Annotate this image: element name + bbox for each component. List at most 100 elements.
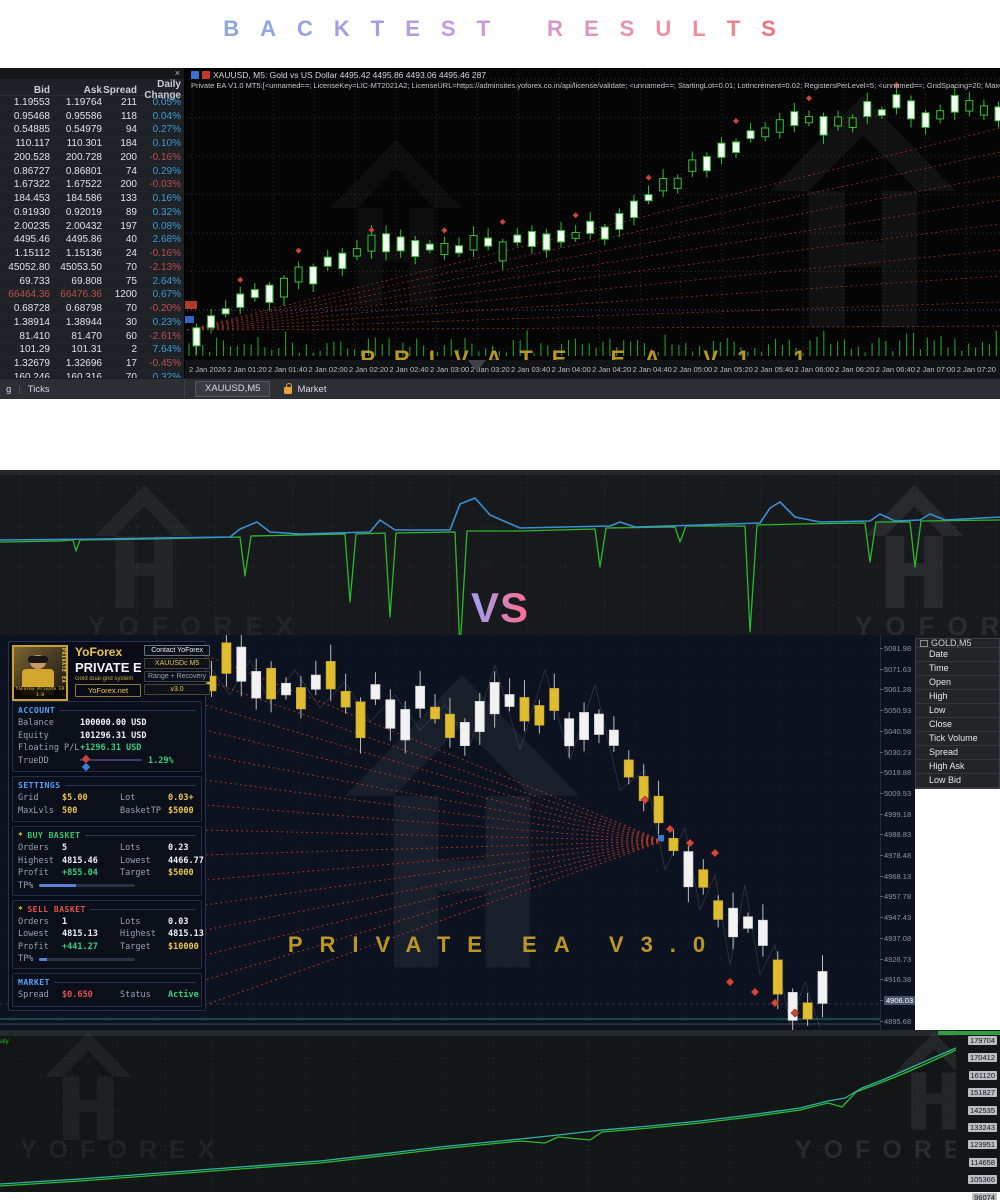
time-tick-label: 2 Jan 2026 bbox=[189, 364, 227, 374]
cell: 0.29% bbox=[152, 165, 181, 177]
balance-equity-chart-v3[interactable]: YOFOREX YOFOREX Equity bbox=[0, 1030, 989, 1198]
section-buy-basket: * BUY BASKET Orders 5 Lots 0.23 Highest 4815.4… bbox=[12, 826, 204, 896]
time-tick-label: 2 Jan 03:00 bbox=[430, 364, 470, 374]
data-window-row[interactable]: Close bbox=[916, 718, 999, 732]
scrollbar-progress[interactable] bbox=[938, 1031, 1000, 1035]
market-watch-row[interactable]: 45052.80 45053.50 70 -2.13% bbox=[0, 261, 184, 275]
data-window-row[interactable]: Low bbox=[916, 704, 999, 718]
ea-icon[interactable] bbox=[202, 71, 210, 79]
chart-symbol-quote: XAUUSD, M5: Gold vs US Dollar 4495.42 44… bbox=[213, 70, 487, 80]
cell: -0.16% bbox=[149, 151, 181, 163]
cell: 2.64% bbox=[152, 275, 181, 287]
equity-axis-label: 161120 bbox=[968, 1070, 997, 1080]
cell: 1.19764 bbox=[65, 96, 102, 108]
cell: 0.08% bbox=[152, 220, 181, 232]
price-scale-label: 4999.18 bbox=[880, 810, 911, 819]
cell: 0.86727 bbox=[13, 165, 50, 177]
price-scale-label: 5081.98 bbox=[880, 644, 911, 653]
time-tick-label: 2 Jan 01:40 bbox=[267, 364, 308, 374]
toolbox-tabs[interactable]: g | Ticks bbox=[0, 379, 185, 399]
cell: Lot bbox=[120, 793, 136, 803]
cell: 0.95468 bbox=[13, 110, 50, 122]
market-watch-row[interactable]: 0.68728 0.68798 70 -0.20% bbox=[0, 302, 184, 316]
settings-row: Grid $5.00 Lot 0.03+ bbox=[18, 793, 196, 803]
market-watch-row[interactable]: 200.528 200.728 200 -0.16% bbox=[0, 151, 184, 165]
cell: 101.31 bbox=[71, 344, 102, 356]
price-scale-label: 4926.73 bbox=[880, 955, 911, 964]
data-window-row[interactable]: Spread bbox=[916, 746, 999, 760]
tester-graph-v3[interactable]: YOFOREX YOFOREX Equity 179704 170412 161120 1… bbox=[0, 1030, 1000, 1200]
market-watch-row[interactable]: 0.54885 0.54979 94 0.27% bbox=[0, 124, 184, 138]
column-header[interactable]: Spread bbox=[103, 84, 137, 96]
data-window-row[interactable]: Date bbox=[916, 648, 999, 662]
title-letter: R bbox=[547, 16, 564, 41]
market-watch-row[interactable]: 4495.46 4495.86 40 2.68% bbox=[0, 234, 184, 248]
column-header[interactable]: Daily Change bbox=[144, 79, 181, 101]
market-watch-titlebar: × bbox=[0, 68, 184, 79]
price-chart-v1[interactable]: XAUUSD, M5: Gold vs US Dollar 4495.42 44… bbox=[185, 68, 1000, 360]
data-window-row[interactable]: Low Bid bbox=[916, 774, 999, 788]
cell: 1200 bbox=[114, 289, 137, 301]
website-button[interactable]: YoForex.net bbox=[75, 684, 141, 697]
chart-icon[interactable] bbox=[191, 71, 199, 79]
close-icon[interactable]: × bbox=[174, 68, 180, 78]
market-watch-row[interactable]: 1.32679 1.32696 17 -0.45% bbox=[0, 357, 184, 371]
market-watch-row[interactable]: 101.29 101.31 2 7.64% bbox=[0, 344, 184, 358]
cell: 60 bbox=[125, 330, 137, 342]
time-tick-label: 2 Jan 05:00 bbox=[673, 364, 713, 374]
price-chart-v3[interactable]: PRIVATE EA V3.0 PRIVATE EA 3.0 YoForex P… bbox=[0, 635, 880, 1030]
data-window-row[interactable]: Tick Volume bbox=[916, 732, 999, 746]
market-watch-row[interactable]: 0.86727 0.86801 74 0.29% bbox=[0, 165, 184, 179]
market-watch-row[interactable]: 1.15112 1.15136 24 -0.16% bbox=[0, 247, 184, 261]
market-watch-row[interactable]: 1.67322 1.67522 200 -0.03% bbox=[0, 179, 184, 193]
symbol-timeframe-chip[interactable]: XAUUSDc M5 bbox=[144, 658, 211, 669]
tester-graph-v1[interactable]: YOFOREXYOFOREX bbox=[0, 470, 1000, 651]
time-axis[interactable]: 2 Jan 2026 2 Jan 01:20 2 Jan 01:40 2 Jan 02… bbox=[185, 360, 1000, 378]
contact-button[interactable]: Contact YoForex bbox=[144, 645, 211, 656]
market-watch-row[interactable]: 1.38914 1.38944 30 0.23% bbox=[0, 316, 184, 330]
brand-column: YoForex PRIVATE EA Gold dual-grid system… bbox=[75, 645, 141, 701]
price-scale-label: 4937.08 bbox=[880, 934, 911, 943]
data-window-row[interactable]: Open bbox=[916, 676, 999, 690]
price-scale[interactable]: 5081.98 5071.63 5061.28 5050.93 5040.58 5030.… bbox=[880, 635, 916, 1030]
candlestick-chart-v1[interactable] bbox=[185, 68, 1000, 360]
data-window-panel[interactable]: GOLD,M5 Date Time Open High Low Close Tick Volu… bbox=[915, 638, 1000, 789]
market-watch-row[interactable]: 81.410 81.470 60 -2.61% bbox=[0, 330, 184, 344]
cell: 184.586 bbox=[65, 193, 102, 205]
cell: -2.13% bbox=[149, 261, 181, 273]
title-letter: E bbox=[583, 16, 600, 41]
market-watch-row[interactable]: 69.733 69.808 75 2.64% bbox=[0, 275, 184, 289]
cell: Profit bbox=[18, 868, 49, 878]
market-watch-row[interactable]: 110.117 110.301 184 0.10% bbox=[0, 137, 184, 151]
price-scale-label: 5009.53 bbox=[880, 789, 911, 798]
column-header[interactable]: Bid bbox=[33, 84, 50, 96]
market-watch-row[interactable]: 0.91930 0.92019 89 0.32% bbox=[0, 206, 184, 220]
price-scale-label: 4947.43 bbox=[880, 913, 911, 922]
tab-market[interactable]: Market bbox=[284, 383, 326, 395]
market-watch-row[interactable]: 2.00235 2.00432 197 0.08% bbox=[0, 220, 184, 234]
tab-symbol[interactable]: XAUUSD,M5 bbox=[195, 381, 271, 397]
data-window-row[interactable]: High Ask bbox=[916, 760, 999, 774]
product-name: PRIVATE EA bbox=[75, 660, 141, 675]
market-watch-panel[interactable]: × Bid Ask Spread Daily Change 1.19553 1.1976… bbox=[0, 68, 185, 396]
cell: 1.19553 bbox=[13, 96, 50, 108]
cell: 133 bbox=[120, 193, 137, 205]
title-letter: T bbox=[476, 16, 492, 41]
version-chip: v3.0 bbox=[144, 684, 211, 695]
tab-ticks[interactable]: Ticks bbox=[27, 383, 50, 395]
cell: $0.650 bbox=[62, 990, 93, 1000]
cell: Active bbox=[168, 990, 199, 1000]
data-window-row[interactable]: Time bbox=[916, 662, 999, 676]
cell: 0.04% bbox=[152, 110, 181, 122]
tab-partial[interactable]: g bbox=[6, 383, 12, 395]
column-header[interactable]: Ask bbox=[83, 84, 102, 96]
vs-row: VS bbox=[0, 584, 1000, 634]
data-window-row[interactable]: High bbox=[916, 690, 999, 704]
market-watch-row[interactable]: 184.453 184.586 133 0.16% bbox=[0, 192, 184, 206]
time-tick-label: 2 Jan 03:20 bbox=[470, 364, 510, 374]
market-watch-row[interactable]: 1.19553 1.19764 211 0.05% bbox=[0, 96, 184, 110]
market-watch-row[interactable]: 66464.36 66476.36 1200 0.67% bbox=[0, 289, 184, 303]
cell: 0.86801 bbox=[65, 165, 102, 177]
market-watch-row[interactable]: 0.95468 0.95586 118 0.04% bbox=[0, 110, 184, 124]
ea-dashboard-panel: PRIVATE EA 3.0 YoForex Private EA 3.0 Yo… bbox=[8, 641, 211, 1011]
